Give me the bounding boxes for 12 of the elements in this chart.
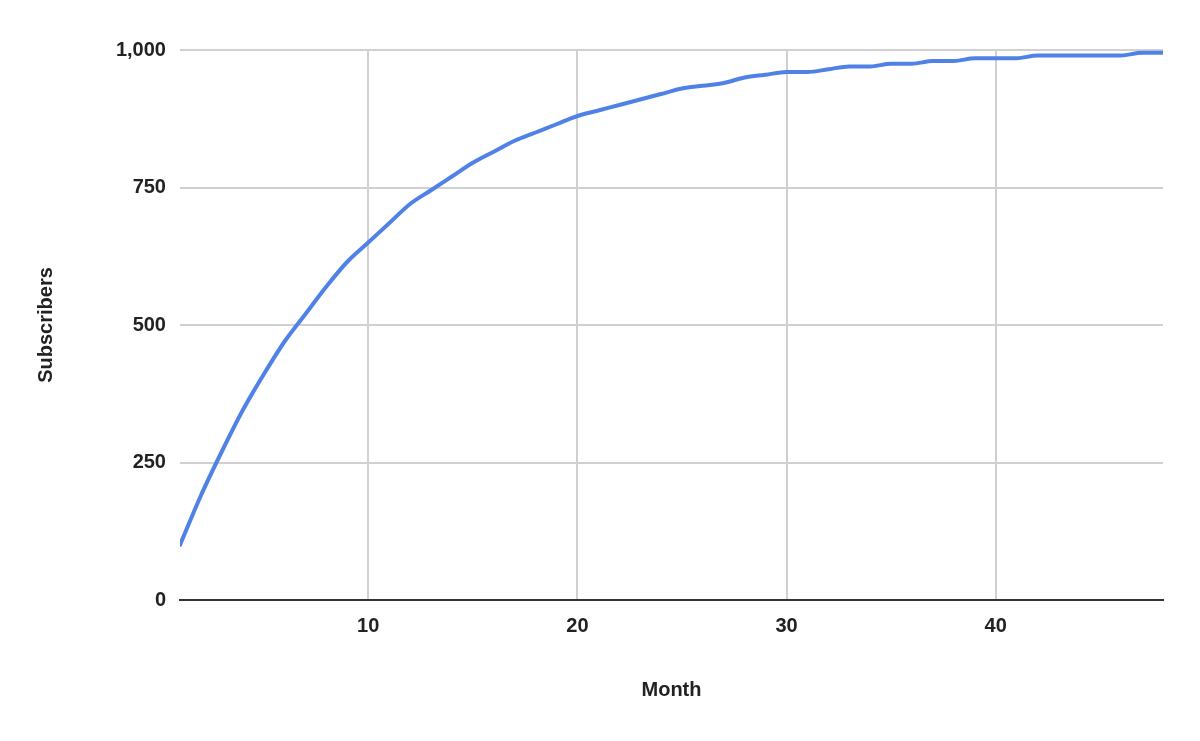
x-tick-label: 30 <box>775 613 798 636</box>
x-tick-label: 40 <box>984 613 1007 636</box>
x-axis-title: Month <box>641 677 702 700</box>
y-axis-title: Subscribers <box>33 267 56 383</box>
y-tick-label: 750 <box>132 175 166 198</box>
x-tick-label: 20 <box>566 613 589 636</box>
x-tick-label: 10 <box>357 613 380 636</box>
y-tick-label: 250 <box>132 450 166 473</box>
y-tick-label: 500 <box>132 312 166 335</box>
y-tick-label: 1,000 <box>115 37 166 60</box>
y-tick-label: 0 <box>154 587 166 610</box>
line-series <box>180 50 1163 547</box>
